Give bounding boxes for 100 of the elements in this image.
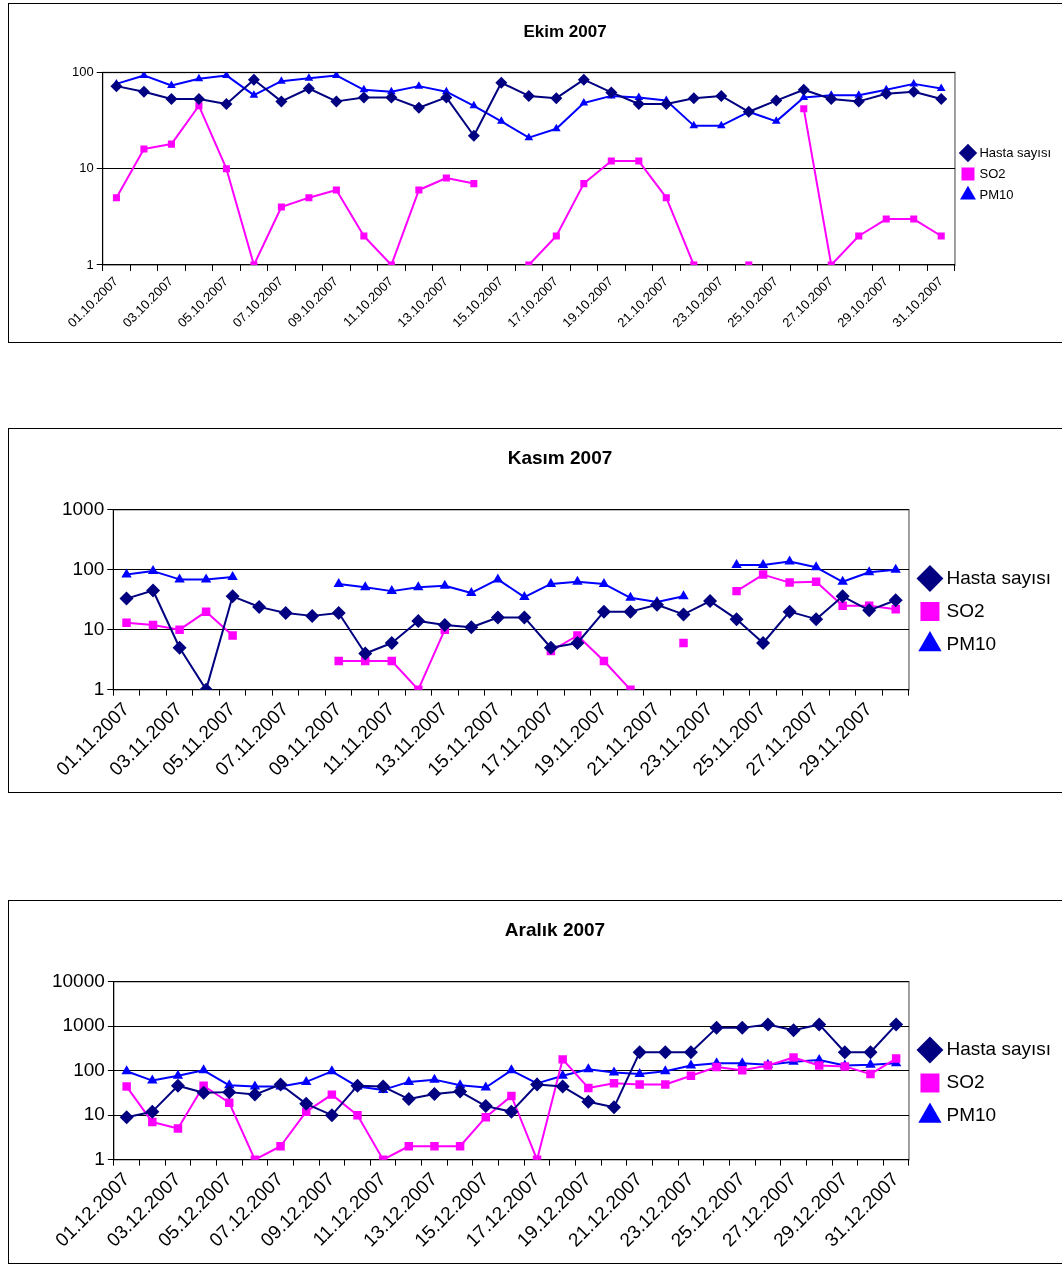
point — [889, 1017, 904, 1032]
point — [852, 95, 865, 108]
point — [552, 232, 560, 240]
point — [608, 1066, 620, 1076]
point — [522, 89, 535, 102]
point — [760, 1017, 775, 1032]
point — [173, 1124, 183, 1133]
point — [543, 640, 558, 655]
legend-label: SO2 — [946, 1071, 985, 1093]
point — [935, 92, 948, 105]
point — [660, 1065, 671, 1075]
point — [333, 577, 344, 587]
point — [122, 618, 131, 628]
point — [735, 1020, 750, 1035]
point — [632, 1045, 647, 1060]
point — [401, 1092, 416, 1107]
point — [148, 1117, 157, 1127]
y-tick-label: 10 — [79, 160, 94, 176]
point — [507, 1091, 516, 1101]
y-tick-label: 1000 — [62, 1014, 105, 1036]
point — [580, 180, 588, 188]
point — [415, 186, 423, 194]
y-tick-label: 1 — [93, 677, 105, 699]
point — [936, 83, 946, 92]
y-tick-label: 100 — [73, 1058, 105, 1080]
point — [275, 95, 288, 108]
y-tick-label: 100 — [71, 63, 94, 79]
point — [276, 1142, 285, 1151]
point — [326, 1065, 338, 1075]
point — [891, 1054, 901, 1063]
point — [937, 232, 945, 240]
point — [440, 91, 453, 104]
point — [146, 583, 161, 598]
legend-label: SO2 — [979, 165, 1006, 181]
legend-label: PM10 — [946, 1104, 997, 1126]
point — [581, 1094, 596, 1109]
y-tick-label: 10 — [83, 1103, 105, 1125]
point — [737, 1057, 748, 1067]
point — [247, 73, 260, 86]
point — [119, 591, 134, 606]
point — [689, 120, 699, 129]
point — [147, 1074, 158, 1084]
point — [198, 1064, 209, 1074]
chart-title: Kasım 2007 — [507, 446, 613, 468]
point — [357, 91, 370, 104]
point — [661, 1080, 670, 1089]
point — [222, 165, 230, 173]
point — [331, 605, 346, 620]
point — [384, 635, 399, 650]
point — [649, 597, 664, 612]
point — [413, 581, 424, 591]
point — [490, 610, 505, 625]
y-tick-label: 1000 — [61, 498, 105, 520]
point — [712, 1062, 721, 1072]
point — [855, 232, 863, 240]
point — [891, 604, 900, 614]
point — [122, 1082, 131, 1091]
point — [466, 586, 477, 596]
y-tick-label: 10 — [83, 617, 105, 639]
point — [170, 1078, 185, 1093]
point — [782, 604, 797, 619]
point — [634, 1068, 645, 1078]
point — [607, 1100, 621, 1115]
point — [709, 1020, 724, 1035]
point — [174, 573, 185, 583]
point — [442, 174, 450, 182]
point — [882, 215, 890, 223]
point — [555, 1079, 570, 1094]
legend-label: Hasta sayısı — [979, 144, 1052, 160]
point — [785, 578, 794, 587]
point — [770, 94, 783, 107]
point — [572, 575, 583, 585]
point — [353, 1110, 362, 1120]
point — [596, 604, 611, 619]
point — [385, 91, 398, 104]
point — [495, 76, 508, 89]
y-tick-label: 100 — [72, 557, 105, 579]
point — [165, 92, 178, 105]
point — [530, 1077, 545, 1092]
point — [552, 123, 561, 132]
point — [172, 1069, 184, 1079]
point — [579, 98, 589, 106]
legend-label: SO2 — [946, 599, 985, 621]
point — [427, 1086, 442, 1101]
point — [632, 97, 645, 110]
point — [866, 1069, 875, 1079]
point — [252, 599, 267, 614]
point — [358, 646, 373, 661]
y-tick-label: 1 — [86, 256, 94, 272]
legend-label: PM10 — [979, 186, 1014, 202]
point — [506, 1064, 517, 1074]
point — [305, 608, 320, 623]
point — [112, 194, 120, 202]
point — [222, 1085, 237, 1100]
point — [863, 566, 875, 576]
point — [478, 1099, 493, 1114]
point — [360, 581, 371, 591]
y-tick-label: 10000 — [51, 970, 105, 992]
point — [517, 610, 532, 625]
point — [360, 232, 368, 240]
